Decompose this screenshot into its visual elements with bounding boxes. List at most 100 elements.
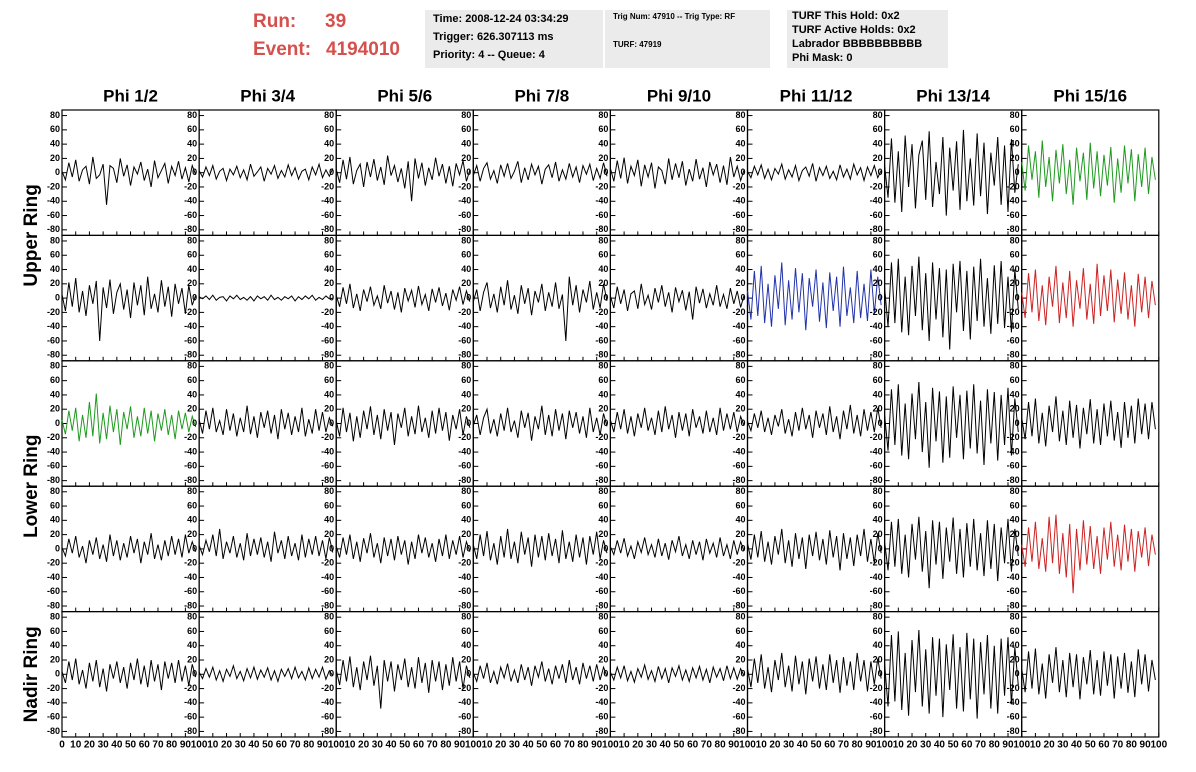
y-tick-label: -80 bbox=[1007, 350, 1020, 360]
y-tick-label: -40 bbox=[47, 321, 60, 331]
y-tick-label: 20 bbox=[461, 654, 471, 664]
y-tick-label: -60 bbox=[595, 335, 608, 345]
y-tick-label: -20 bbox=[732, 558, 745, 568]
y-tick-label: -80 bbox=[184, 600, 197, 610]
y-tick-label: 80 bbox=[735, 361, 745, 371]
y-tick-label: 60 bbox=[598, 124, 608, 134]
y-tick-label: 40 bbox=[50, 139, 60, 149]
x-tick-label: 20 bbox=[84, 740, 96, 751]
y-tick-label: 60 bbox=[873, 375, 883, 385]
y-tick-label: 80 bbox=[873, 235, 883, 245]
y-tick-label: 60 bbox=[50, 124, 60, 134]
y-tick-label: -20 bbox=[870, 558, 883, 568]
waveform bbox=[747, 528, 882, 571]
y-tick-label: 20 bbox=[873, 654, 883, 664]
y-tick-label: -80 bbox=[184, 726, 197, 736]
y-tick-label: 40 bbox=[461, 515, 471, 525]
y-tick-label: 0 bbox=[329, 418, 334, 428]
waveform bbox=[609, 406, 745, 438]
y-tick-label: 20 bbox=[324, 404, 334, 414]
y-tick-label: 60 bbox=[50, 250, 60, 260]
waveform bbox=[61, 276, 197, 341]
y-tick-label: 20 bbox=[598, 153, 608, 163]
y-tick-label: 60 bbox=[50, 375, 60, 385]
y-tick-label: 20 bbox=[50, 278, 60, 288]
waveform bbox=[198, 528, 334, 562]
y-tick-label: -60 bbox=[595, 461, 608, 471]
panel-frame bbox=[335, 109, 474, 237]
y-tick-label: -40 bbox=[1007, 196, 1020, 206]
y-tick-label: 20 bbox=[50, 404, 60, 414]
time: Time: 2008-12-24 03:34:29 bbox=[433, 13, 569, 25]
y-tick-label: -80 bbox=[458, 350, 471, 360]
y-tick-label: -20 bbox=[321, 181, 334, 191]
x-tick-label: 90 bbox=[454, 740, 466, 751]
y-tick-label: -80 bbox=[595, 224, 608, 234]
y-tick-label: -40 bbox=[321, 321, 334, 331]
y-tick-label: 20 bbox=[187, 278, 197, 288]
column-title: Phi 11/12 bbox=[780, 86, 853, 105]
y-tick-label: -40 bbox=[595, 196, 608, 206]
y-tick-label: -20 bbox=[870, 432, 883, 442]
y-tick-label: 80 bbox=[187, 612, 197, 622]
y-tick-label: -80 bbox=[184, 350, 197, 360]
y-tick-label: -20 bbox=[47, 181, 60, 191]
y-tick-label: -80 bbox=[184, 224, 197, 234]
y-tick-label: -20 bbox=[321, 683, 334, 693]
y-tick-label: -20 bbox=[184, 558, 197, 568]
y-tick-label: 20 bbox=[873, 404, 883, 414]
y-tick-label: 80 bbox=[187, 361, 197, 371]
y-tick-label: -20 bbox=[47, 558, 60, 568]
waveform bbox=[1021, 647, 1156, 700]
panel-frame bbox=[335, 485, 474, 613]
y-tick-label: -80 bbox=[321, 600, 334, 610]
y-tick-label: 20 bbox=[461, 278, 471, 288]
panel-frame bbox=[472, 360, 611, 487]
y-tick-label: 0 bbox=[192, 418, 197, 428]
panel-frame bbox=[335, 610, 474, 738]
run-label: Run: bbox=[253, 11, 296, 32]
y-tick-label: 60 bbox=[1010, 124, 1020, 134]
y-tick-label: 40 bbox=[324, 389, 334, 399]
y-tick-label: 40 bbox=[735, 640, 745, 650]
y-tick-label: -60 bbox=[732, 335, 745, 345]
y-tick-label: -60 bbox=[458, 586, 471, 596]
waveform bbox=[198, 162, 334, 183]
y-tick-label: -80 bbox=[595, 600, 608, 610]
x-tick-label: 20 bbox=[769, 740, 781, 751]
panel-frame bbox=[198, 234, 337, 362]
info-box bbox=[787, 10, 948, 68]
waveform bbox=[472, 161, 608, 185]
x-tick-label: 70 bbox=[290, 740, 302, 751]
x-tick-label: 10 bbox=[619, 740, 631, 751]
x-tick-label: 100 bbox=[191, 740, 208, 751]
x-tick-label: 40 bbox=[1071, 740, 1083, 751]
y-tick-label: 80 bbox=[50, 486, 60, 496]
y-tick-label: -20 bbox=[47, 683, 60, 693]
y-tick-label: -20 bbox=[458, 432, 471, 442]
x-tick-label: 30 bbox=[98, 740, 110, 751]
y-tick-label: 60 bbox=[324, 626, 334, 636]
y-tick-label: -20 bbox=[458, 558, 471, 568]
y-tick-label: 0 bbox=[466, 669, 471, 679]
y-tick-label: -80 bbox=[321, 224, 334, 234]
y-tick-label: -80 bbox=[595, 350, 608, 360]
x-tick-label: 90 bbox=[317, 740, 329, 751]
y-tick-label: 40 bbox=[187, 515, 197, 525]
y-tick-label: -80 bbox=[870, 350, 883, 360]
y-tick-label: 20 bbox=[187, 404, 197, 414]
y-tick-label: -60 bbox=[47, 461, 60, 471]
waveform bbox=[335, 655, 471, 709]
y-tick-label: -40 bbox=[595, 697, 608, 707]
panel-frame bbox=[198, 485, 337, 613]
y-tick-label: 20 bbox=[50, 529, 60, 539]
x-tick-label: 60 bbox=[550, 740, 562, 751]
y-tick-label: 20 bbox=[324, 529, 334, 539]
x-tick-label: 70 bbox=[838, 740, 850, 751]
y-tick-label: 40 bbox=[187, 389, 197, 399]
y-tick-label: 60 bbox=[187, 250, 197, 260]
y-tick-label: -60 bbox=[1007, 712, 1020, 722]
panel-frame bbox=[198, 610, 337, 738]
x-tick-label: 50 bbox=[125, 740, 137, 751]
y-tick-label: 60 bbox=[873, 626, 883, 636]
